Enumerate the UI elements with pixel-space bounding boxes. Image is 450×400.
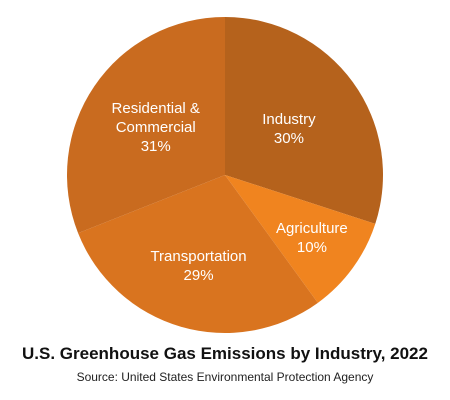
category-label: Transportation <box>150 248 247 266</box>
slice-label: Residential & Commercial 31% <box>96 99 216 156</box>
chart-title: U.S. Greenhouse Gas Emissions by Industr… <box>22 344 428 363</box>
pie-slice <box>66 17 225 234</box>
category-label: Industry <box>262 110 316 128</box>
chart-subtitle: Source: United States Environmental Prot… <box>76 370 374 384</box>
pie-slice <box>225 175 376 303</box>
value-label: 29% <box>183 267 214 285</box>
category-label: Residential & Commercial <box>111 100 200 137</box>
pie-slice <box>225 17 384 224</box>
slice-label: Industry 30% <box>229 110 349 148</box>
slice-label: Transportation 29% <box>139 247 259 285</box>
value-label: 30% <box>273 129 304 147</box>
pie-slice <box>78 175 318 334</box>
slice-label: Agriculture 10% <box>252 219 372 257</box>
value-label: 10% <box>296 239 327 257</box>
value-label: 31% <box>140 138 171 156</box>
category-label: Agriculture <box>276 220 348 238</box>
